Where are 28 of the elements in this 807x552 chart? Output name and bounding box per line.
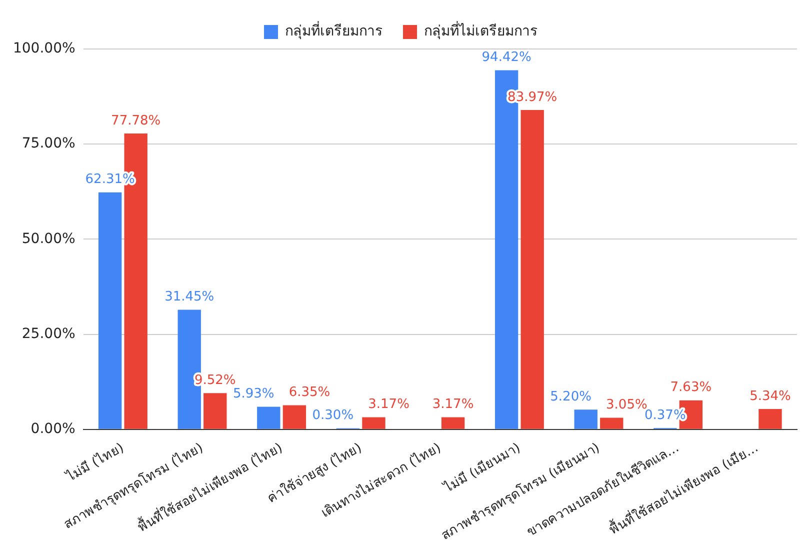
bar [758, 409, 782, 429]
bar [574, 410, 598, 429]
data-label: 6.35% [288, 385, 330, 400]
data-label: 0.30% [312, 408, 354, 424]
bar [441, 417, 465, 429]
bar [520, 110, 544, 429]
bar [98, 192, 122, 429]
data-label: 3.17% [368, 397, 410, 412]
y-tick-label: 25.00% [22, 326, 76, 342]
y-tick-label: 75.00% [22, 136, 76, 152]
bar [257, 406, 280, 429]
legend-label: กลุ่มที่ไม่เตรียมการ [424, 22, 538, 40]
data-label: 31.45% [164, 290, 214, 305]
bar [282, 405, 306, 429]
data-label: 7.63% [670, 380, 712, 396]
data-label: 94.42% [482, 50, 532, 66]
y-tick-label: 0.00% [30, 420, 76, 437]
data-label: 3.17% [432, 397, 474, 412]
data-label: 77.78% [111, 113, 161, 128]
y-tick-label: 100.00% [12, 40, 76, 57]
y-tick-label: 50.00% [22, 230, 76, 247]
bar [362, 417, 386, 429]
data-label: 5.20% [550, 389, 592, 404]
data-label: 5.93% [232, 386, 274, 402]
bar [204, 393, 227, 429]
data-label: 5.34% [750, 388, 791, 404]
bar [600, 418, 624, 429]
legend-label: กลุ่มที่เตรียมการ [285, 22, 383, 40]
